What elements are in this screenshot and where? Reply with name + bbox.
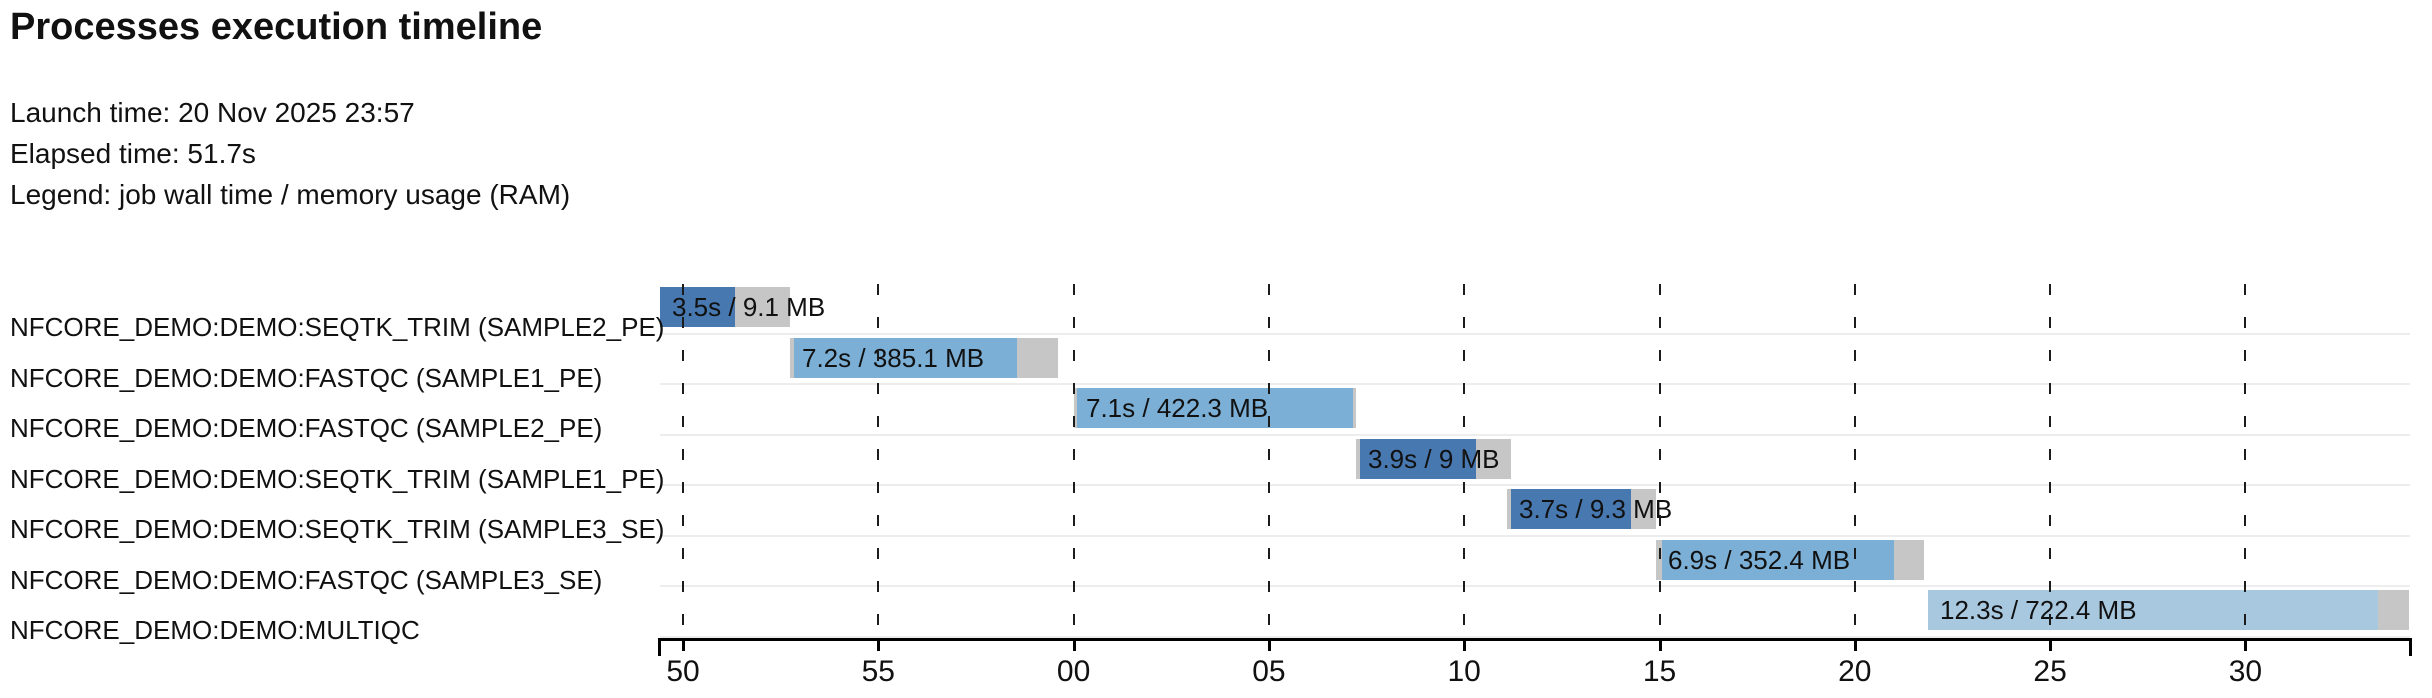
process-bar: 7.1s / 422.3 MB (1074, 388, 1356, 428)
axis-tick (877, 638, 881, 651)
bar-label: 6.9s / 352.4 MB (1668, 544, 1851, 575)
bar-segment-submit (1507, 489, 1511, 529)
bar-label: 3.9s / 9 MB (1368, 443, 1500, 474)
axis-tick-label: 20 (1838, 655, 1872, 688)
axis-tick-label: 55 (861, 655, 895, 688)
gridline (1853, 284, 1856, 637)
axis-tick (1267, 638, 1271, 651)
process-label: NFCORE_DEMO:DEMO:FASTQC (SAMPLE2_PE) (10, 413, 603, 443)
bar-segment-runtime (794, 337, 1017, 378)
gridline (877, 284, 880, 637)
axis-tick (1658, 638, 1662, 651)
bar-segment-overhead (1353, 388, 1356, 428)
process-label: NFCORE_DEMO:DEMO:SEQTK_TRIM (SAMPLE3_SE) (10, 514, 665, 544)
page-title: Processes execution timeline (10, 6, 543, 48)
axis-tick-label: 25 (2033, 655, 2067, 688)
axis-tick-label: 10 (1447, 655, 1481, 688)
axis-tick (1463, 638, 1467, 651)
axis-tick-label: 30 (2228, 655, 2263, 688)
bar-segment-runtime (660, 287, 735, 327)
row-separator (660, 332, 2410, 335)
axis-tick (682, 638, 685, 651)
process-bar: 3.7s / 9.3 MB (1507, 489, 1672, 529)
meta-block: Launch time: 20 Nov 2025 23:57 Elapsed t… (10, 92, 570, 215)
process-label: NFCORE_DEMO:DEMO:FASTQC (SAMPLE1_PE) (10, 362, 603, 393)
process-bar: 12.3s / 722.4 MB (1928, 590, 2409, 630)
gridline (1267, 284, 1270, 637)
bar-label: 12.3s / 722.4 MB (1940, 595, 2137, 625)
bar-label: 7.2s / 385.1 MB (802, 342, 985, 373)
gridline (1072, 284, 1075, 637)
process-bar: 6.9s / 352.4 MB (1656, 539, 1924, 580)
bar-segment-overhead (1017, 337, 1058, 378)
row-separator (660, 484, 2410, 486)
x-axis-left-cap (658, 638, 661, 656)
legend-text: Legend: job wall time / memory usage (RA… (10, 179, 571, 210)
bar-segment-overhead (2378, 590, 2409, 630)
bar-label: 7.1s / 422.3 MB (1086, 393, 1269, 423)
x-axis-line (658, 638, 2412, 641)
elapsed-time-text: Elapsed time: 51.7s (10, 138, 256, 169)
bar-segment-overhead (1631, 489, 1656, 529)
process-bar: 3.5s / 9.1 MB (660, 287, 825, 327)
row-separator (660, 383, 2410, 385)
axis-tick-label: 50 (666, 655, 700, 688)
axis-tick (2244, 638, 2248, 651)
bar-segment-runtime (1511, 489, 1631, 529)
process-bar: 7.2s / 385.1 MB (790, 337, 1058, 378)
process-label: NFCORE_DEMO:DEMO:SEQTK_TRIM (SAMPLE1_PE) (10, 463, 665, 494)
axis-tick-label: 15 (1642, 655, 1677, 688)
row-separator (660, 635, 2410, 638)
bar-segment-runtime (1077, 388, 1353, 428)
gridline (2244, 284, 2247, 637)
process-label: NFCORE_DEMO:DEMO:MULTIQC (10, 615, 420, 645)
bar-segment-overhead (735, 287, 790, 327)
bar-label: 3.5s / 9.1 MB (672, 292, 826, 322)
bar-segment-submit (790, 337, 794, 378)
process-label: NFCORE_DEMO:DEMO:SEQTK_TRIM (SAMPLE2_PE) (10, 312, 665, 342)
gridline (2049, 284, 2052, 637)
bar-segment-overhead (1476, 438, 1511, 479)
bar-segment-overhead (1894, 539, 1924, 580)
process-bar: 3.9s / 9 MB (1356, 438, 1511, 479)
bar-segment-submit (1356, 438, 1360, 479)
bar-segment-runtime (1928, 590, 2378, 630)
axis-tick-label: 05 (1252, 655, 1286, 688)
gridline (1658, 284, 1661, 637)
axis-tick-label: 00 (1056, 655, 1091, 688)
axis-tick (1853, 638, 1857, 651)
launch-time-text: Launch time: 20 Nov 2025 23:57 (10, 97, 415, 128)
row-separator (660, 433, 2410, 436)
x-axis-right-cap (2409, 638, 2412, 656)
gridline (1463, 284, 1466, 637)
bar-segment-runtime (1360, 438, 1476, 479)
bar-segment-submit (1074, 388, 1077, 428)
row-separator (660, 585, 2410, 587)
bar-label: 3.7s / 9.3 MB (1519, 494, 1673, 524)
gridline (682, 284, 684, 637)
axis-tick (2049, 638, 2053, 651)
axis-tick (1072, 638, 1076, 651)
process-label: NFCORE_DEMO:DEMO:FASTQC (SAMPLE3_SE) (10, 564, 603, 595)
row-separator (660, 534, 2410, 537)
